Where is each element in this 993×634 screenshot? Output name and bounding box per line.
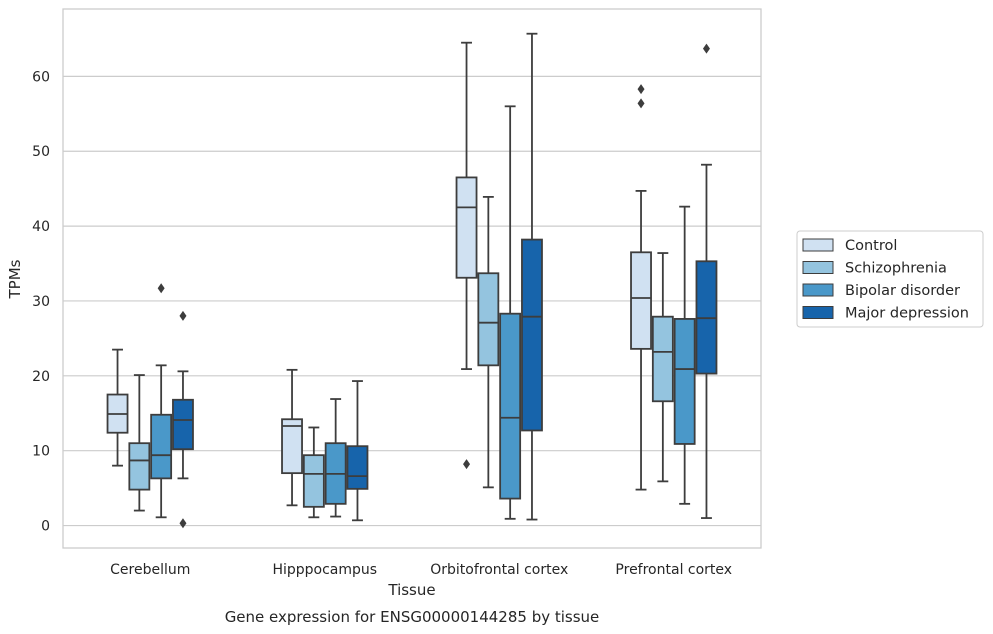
box-iqr [455,176,478,279]
legend-label: Bipolar disorder [845,283,960,299]
outlier-marker [463,459,471,470]
outlier-marker [637,98,645,109]
box-group [106,348,129,467]
box-iqr [630,251,652,350]
box-iqr [128,442,151,491]
grid-lines [63,75,761,527]
box-group [128,374,151,512]
y-tick-label: 30 [32,294,50,310]
box-iqr [477,272,500,367]
y-tick-label: 40 [32,219,50,235]
box-iqr [172,398,194,451]
outlier-marker [637,84,645,95]
box-group [302,426,325,519]
x-tick-labels: Cerebellum Hipppocampus Orbitofrontal cort… [110,562,732,578]
outlier-marker [179,518,187,529]
x-tick-label: Hipppocampus [272,562,377,578]
box-group [346,380,369,522]
box-series [106,32,718,529]
box-iqr [521,238,543,432]
box-iqr [651,315,674,403]
box-group [695,43,718,519]
y-tick-label: 50 [32,144,50,160]
x-axis-label: Tissue [387,581,435,599]
box-group [150,283,173,519]
legend-frame [796,230,984,328]
box-iqr [499,312,522,500]
legend-label: Major depression [845,306,969,322]
box-group [324,398,347,518]
chart-caption: Gene expression for ENSG00000144285 by t… [225,608,600,626]
box-iqr [302,454,325,508]
box-group [281,368,303,507]
legend-label: Control [845,238,897,254]
box-group [673,205,696,505]
x-tick-label: Orbitofrontal cortex [430,562,568,578]
box-iqr [281,418,303,475]
x-tick-label: Cerebellum [110,562,190,578]
y-tick-label: 10 [32,444,50,460]
outlier-marker [157,283,165,294]
box-group [651,252,674,483]
box-group [499,105,522,520]
outlier-marker [179,310,187,321]
box-iqr [150,413,173,480]
box-group [477,196,500,489]
legend-swatch [802,238,834,252]
box-group [455,41,478,470]
box-group [521,32,543,521]
box-iqr [673,318,696,445]
x-tick-label: Prefrontal cortex [615,562,732,578]
y-tick-label: 60 [32,69,50,85]
legend: Control Schizophrenia Bipolar disorder Majo… [796,230,984,328]
box-group [630,84,652,491]
box-iqr [346,445,369,490]
legend-label: Schizophrenia [845,261,947,277]
legend-swatch [802,261,834,274]
y-tick-labels: 0 10 20 30 40 50 60 [32,69,50,534]
y-tick-label: 20 [32,369,50,385]
y-axis-label: TPMs [6,259,24,299]
box-group [172,310,194,529]
y-tick-label: 0 [41,519,50,535]
legend-swatch [802,306,834,319]
outlier-marker [702,43,710,54]
plot-frame [62,8,762,549]
legend-swatch [802,283,834,297]
